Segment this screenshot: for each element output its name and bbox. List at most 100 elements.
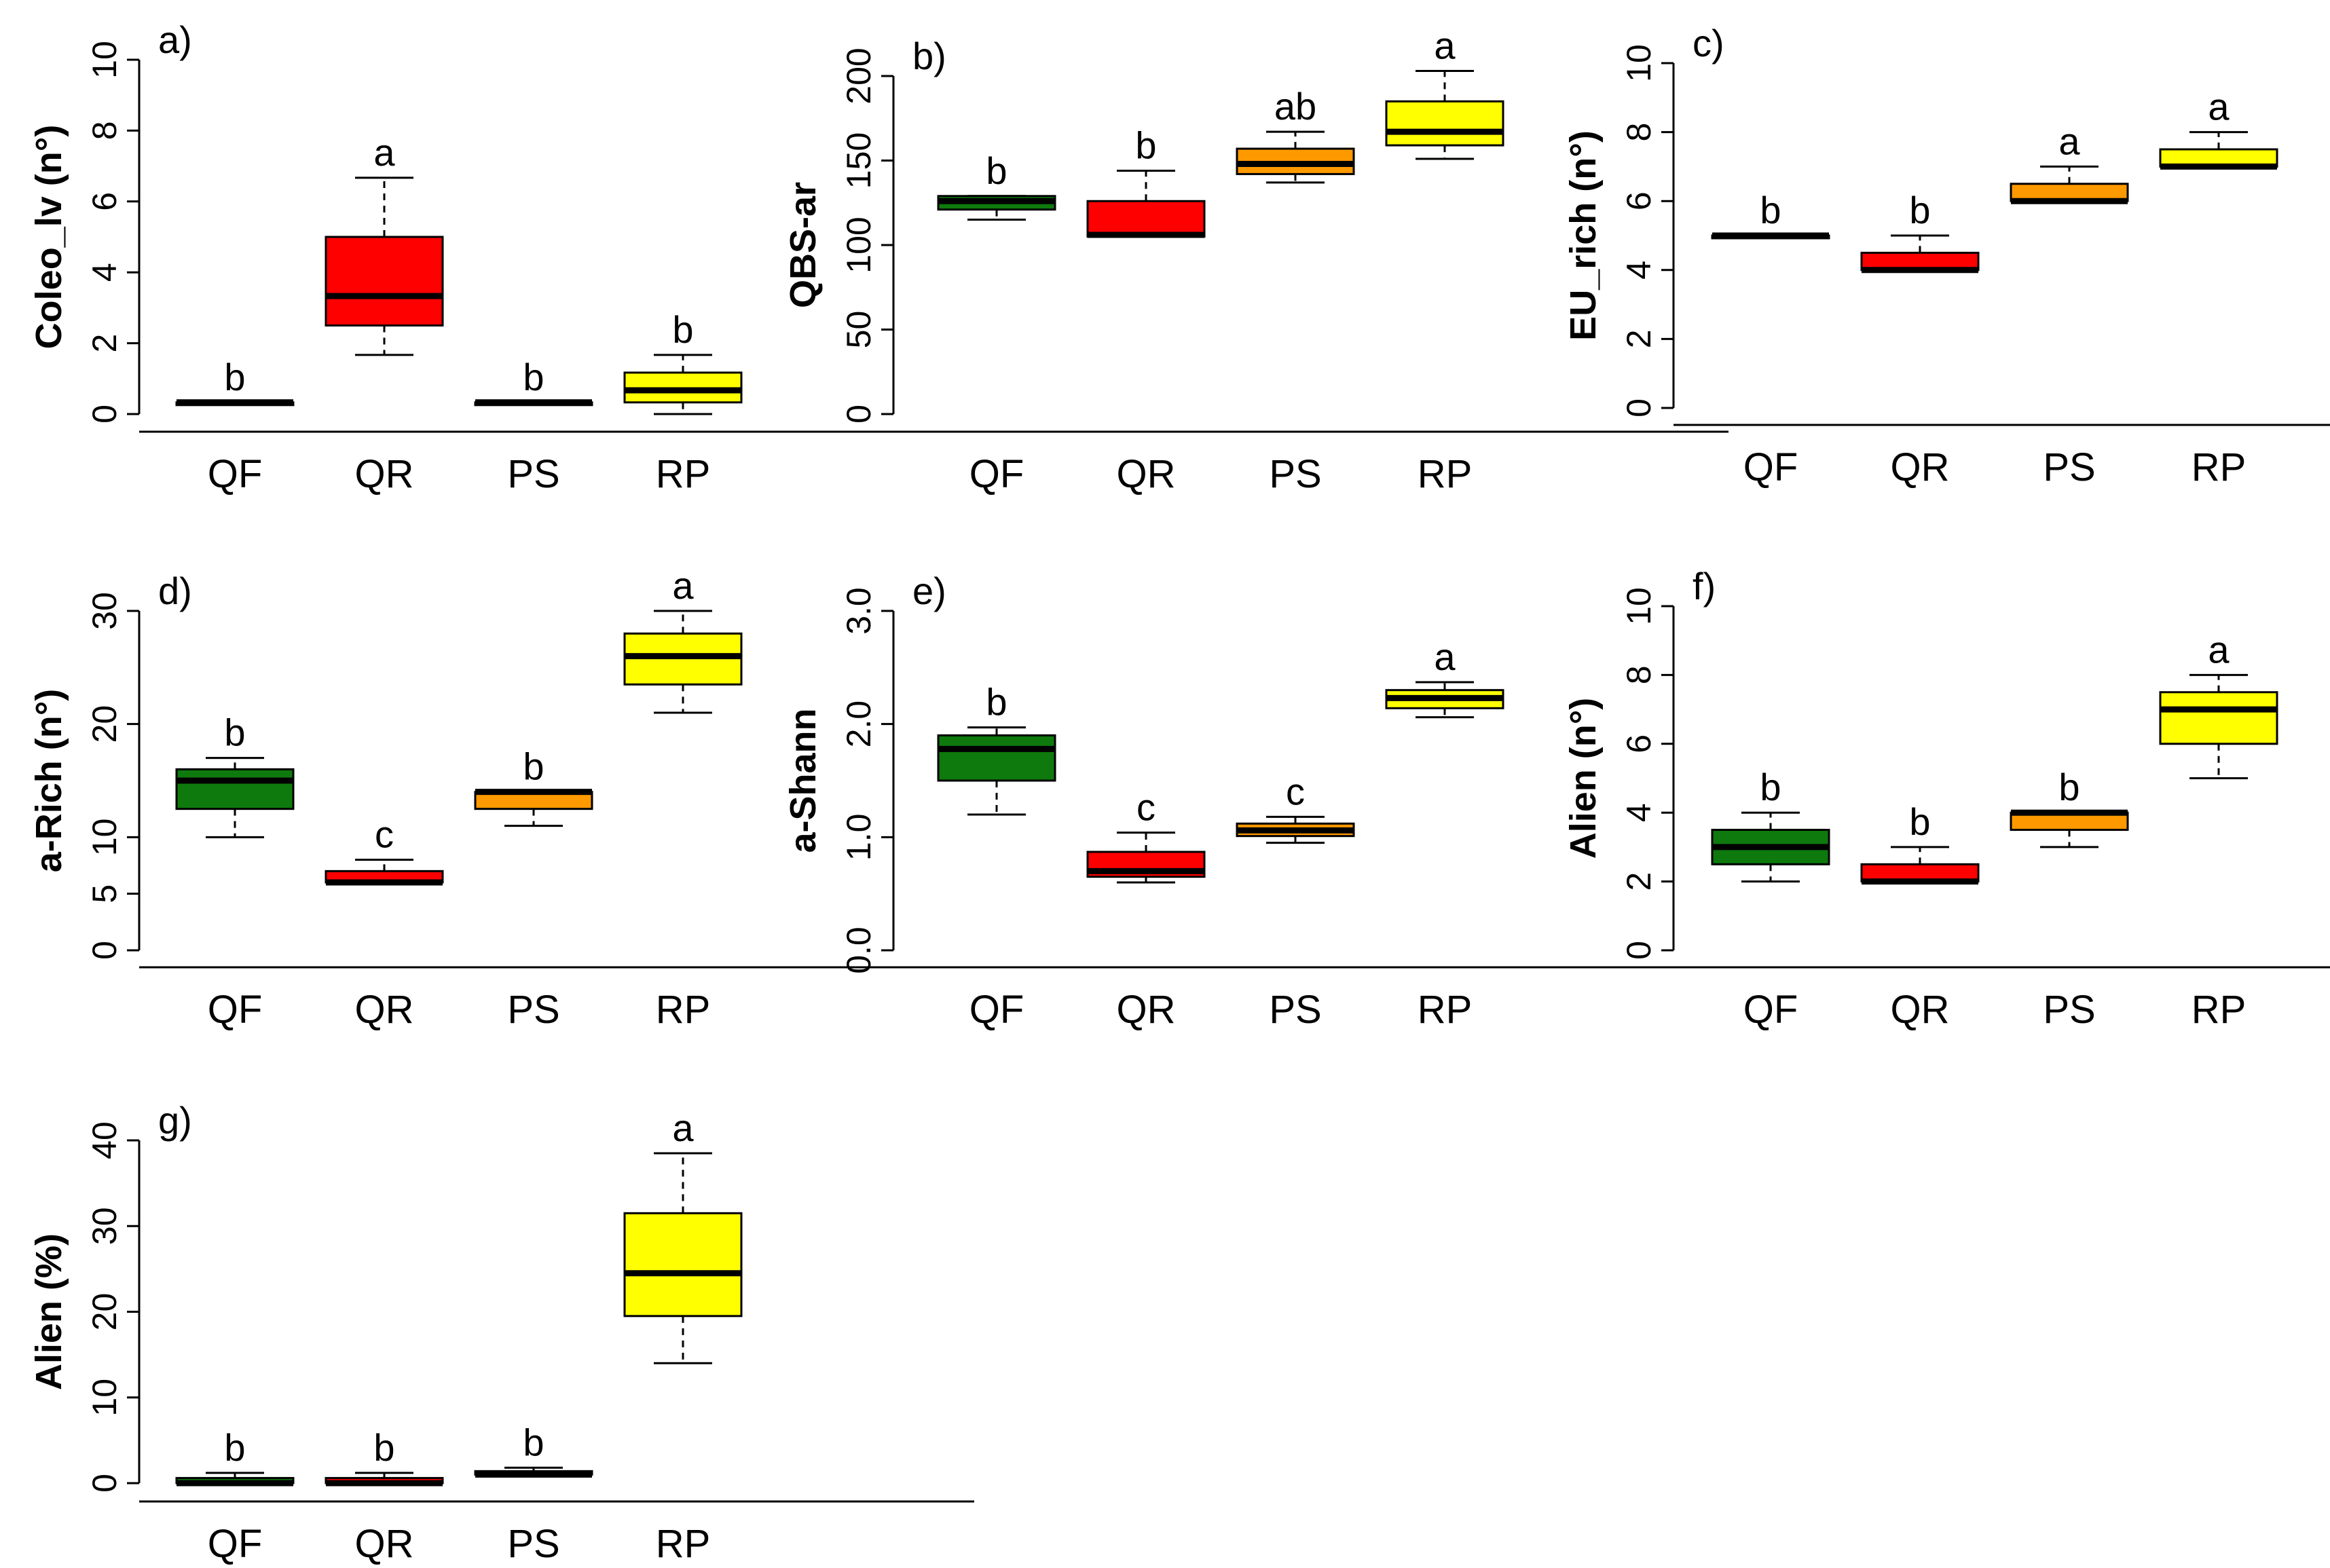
panel-c: 0 2 4 6 8 10 EU_rich (n°) c) b QF b QR a PS a RP	[1563, 22, 2330, 489]
significance-letter: c	[1136, 786, 1155, 829]
box-body	[1086, 200, 1206, 238]
x-category-label: PS	[2043, 988, 2095, 1032]
y-tick-label: 8	[86, 121, 124, 140]
y-tick-label: 4	[1620, 803, 1658, 822]
significance-letter: c	[1286, 770, 1305, 813]
y-tick-label: 6	[86, 192, 124, 211]
box-RP: a	[1385, 24, 1504, 160]
significance-letter: b	[986, 149, 1007, 192]
box-body	[623, 1212, 743, 1318]
x-category-label: QR	[1117, 988, 1176, 1032]
significance-letter: a	[2208, 86, 2230, 128]
y-axis-label: QBS-ar	[783, 182, 824, 308]
box-PS: b	[2010, 766, 2129, 848]
significance-letter: a	[2208, 628, 2230, 671]
x-category-label: QR	[1891, 445, 1950, 489]
box-QF: b	[175, 711, 295, 838]
box-RP: b	[623, 308, 743, 415]
y-tick-label: 200	[840, 48, 878, 104]
y-tick-label: 0	[840, 405, 878, 424]
box-body	[325, 236, 444, 326]
box-QF: b	[1711, 766, 1830, 883]
box-RP: a	[2159, 86, 2278, 170]
box-QF: b	[937, 149, 1056, 221]
y-tick-label: 2	[1620, 329, 1658, 348]
x-category-label: RP	[656, 988, 711, 1032]
x-category-label: RP	[656, 452, 711, 496]
significance-letter: a	[1434, 635, 1456, 678]
x-category-label: PS	[2043, 445, 2095, 489]
x-category-label: QF	[1743, 988, 1798, 1032]
x-category-label: QF	[1743, 445, 1798, 489]
box-QR: b	[1860, 189, 1980, 274]
significance-letter: b	[986, 681, 1007, 724]
box-QR: b	[325, 1426, 444, 1487]
y-tick-label: 2	[1620, 872, 1658, 891]
significance-letter: a	[672, 1106, 694, 1149]
y-tick-label: 150	[840, 132, 878, 189]
significance-letter: a	[1434, 24, 1456, 67]
box-QR: a	[325, 131, 444, 356]
box-RP: a	[2159, 628, 2278, 779]
box-body	[175, 768, 295, 810]
significance-letter: a	[373, 131, 395, 174]
y-tick-label: 8	[1620, 123, 1658, 142]
y-tick-label: 0	[86, 941, 124, 960]
y-tick-label: 6	[1620, 191, 1658, 210]
y-tick-label: 10	[86, 41, 124, 79]
panel-label: e)	[912, 570, 946, 612]
box-RP: a	[623, 1106, 743, 1364]
panel-g: 0 10 20 30 40 Alien (%) g) b QF b QR b PS a RP	[29, 1099, 974, 1566]
significance-letter: b	[224, 711, 245, 754]
box-QF: b	[175, 1426, 295, 1487]
y-tick-label: 50	[840, 311, 878, 349]
box-PS: ab	[1236, 85, 1355, 184]
panel-a: 0 2 4 6 8 10 Coleo_lv (n°) a) b QF a QR b PS b RP	[29, 18, 974, 496]
y-axis-label: Alien (n°)	[1563, 698, 1604, 859]
x-category-label: QR	[355, 1522, 414, 1566]
significance-letter: a	[2058, 119, 2080, 162]
x-category-label: RP	[2192, 445, 2246, 489]
x-category-label: RP	[656, 1522, 711, 1566]
significance-letter: b	[523, 356, 544, 398]
x-category-label: PS	[1269, 988, 1321, 1032]
significance-letter: b	[1909, 800, 1930, 843]
x-category-label: QR	[1891, 988, 1950, 1032]
y-tick-label: 10	[86, 1379, 124, 1417]
y-tick-label: 10	[1620, 587, 1658, 625]
y-axis-label: a-Shann	[783, 708, 824, 853]
x-category-label: QF	[208, 1522, 263, 1566]
x-category-label: RP	[1418, 988, 1473, 1032]
significance-letter: b	[1909, 189, 1930, 231]
box-QF: b	[937, 681, 1056, 816]
significance-letter: b	[224, 1426, 245, 1469]
panel-label: d)	[158, 570, 192, 612]
panel-label: a)	[158, 18, 192, 61]
x-category-label: QF	[969, 452, 1024, 496]
panel-label: g)	[158, 1099, 192, 1142]
box-RP: a	[623, 564, 743, 714]
significance-letter: b	[373, 1426, 394, 1469]
y-tick-label: 0	[1620, 398, 1658, 417]
box-PS: b	[474, 356, 593, 407]
x-category-label: RP	[1418, 452, 1473, 496]
y-tick-label: 4	[1620, 261, 1658, 280]
y-tick-label: 3.0	[840, 587, 878, 635]
x-category-label: PS	[507, 1522, 559, 1566]
panel-label: b)	[912, 35, 946, 77]
box-PS: c	[1236, 770, 1355, 844]
panel-e: 0.0 1.0 2.0 3.0 a-Shann e) b QF c QR c PS a RP	[783, 570, 1728, 1032]
panel-f: 0 2 4 6 8 10 Alien (n°) f) b QF b QR b PS a RP	[1563, 565, 2330, 1032]
box-QF: b	[175, 356, 295, 407]
box-PS: a	[2010, 119, 2129, 204]
x-category-label: QF	[208, 988, 263, 1032]
panel-label: c)	[1693, 22, 1724, 64]
box-PS: b	[474, 1421, 593, 1478]
y-tick-label: 8	[1620, 665, 1658, 684]
y-tick-label: 20	[86, 1293, 124, 1331]
x-category-label: QR	[355, 452, 414, 496]
x-category-label: QF	[208, 452, 263, 496]
x-category-label: PS	[507, 988, 559, 1032]
